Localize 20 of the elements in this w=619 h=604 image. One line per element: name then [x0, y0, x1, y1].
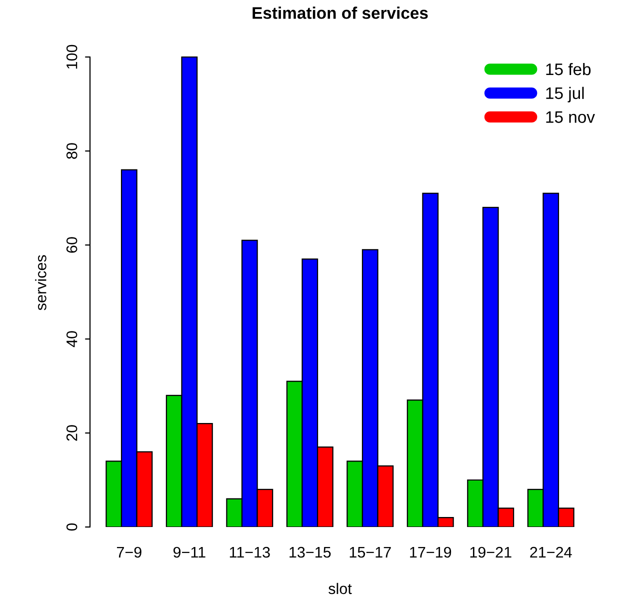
- legend-label: 15 nov: [546, 111, 595, 123]
- y-tick-label: 20: [66, 425, 78, 441]
- y-tick-label: 80: [66, 143, 78, 159]
- legend-label: 15 jul: [546, 86, 584, 102]
- x-axis-title: slot: [328, 582, 352, 594]
- y-tick-label: 40: [66, 331, 78, 348]
- y-tick-label: 60: [66, 237, 78, 253]
- x-tick-label: 7−9: [116, 546, 142, 558]
- x-tick-label: 15−17: [350, 547, 391, 558]
- x-tick-label: 19−21: [470, 546, 512, 558]
- x-tick-label: 11−13: [230, 546, 270, 558]
- y-tick-label: 0: [66, 523, 78, 531]
- x-tick-label: 17−19: [410, 546, 452, 558]
- x-tick-label: 13−15: [290, 546, 331, 558]
- y-tick-label: 100: [66, 44, 78, 69]
- legend-label: 15 feb: [546, 62, 591, 76]
- x-tick-label: 9−11: [173, 546, 206, 558]
- y-axis-title: services: [35, 255, 46, 310]
- chart-title: Estimation of services: [252, 6, 428, 19]
- x-tick-label: 21−24: [530, 546, 572, 558]
